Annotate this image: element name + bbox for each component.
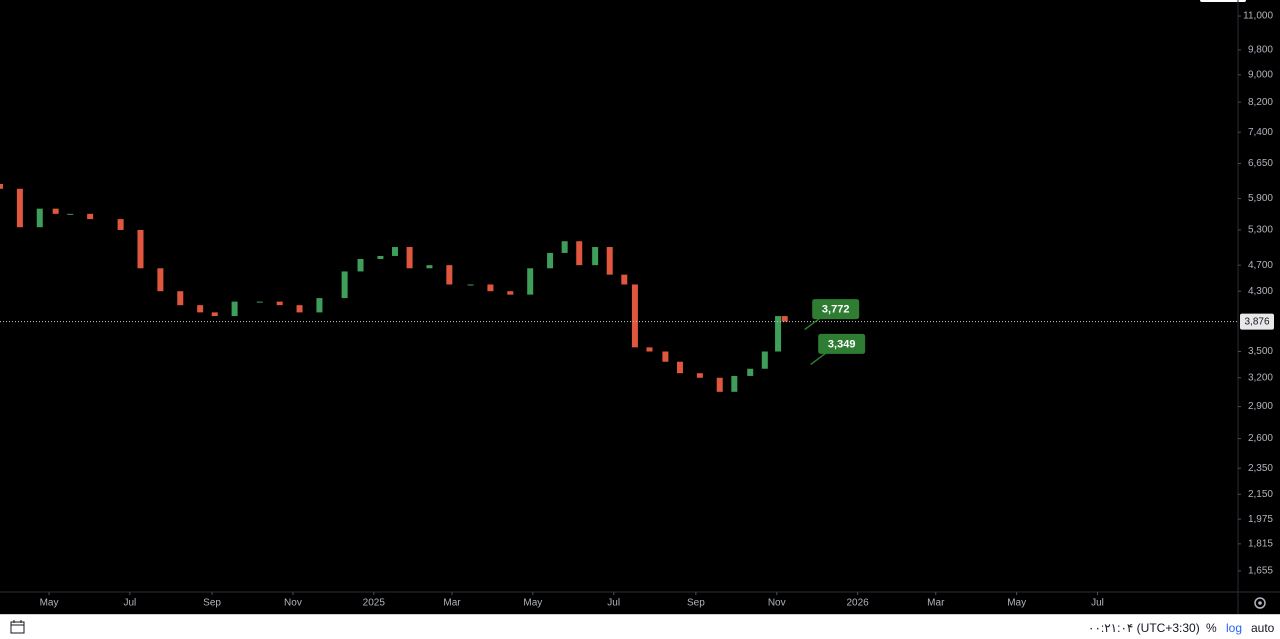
clock: ۰۰:۲۱:۰۴ (UTC+3:30) xyxy=(1088,621,1200,635)
y-tick-label: 1,815 xyxy=(1248,539,1273,550)
candle-body xyxy=(391,247,398,256)
candle-body xyxy=(621,274,628,285)
candle-body xyxy=(446,265,453,285)
candle-body xyxy=(547,252,554,269)
x-tick-label: Sep xyxy=(203,598,221,609)
y-tick-label: 8,200 xyxy=(1248,97,1273,108)
settings-icon[interactable] xyxy=(1254,597,1266,609)
date-range-icon[interactable] xyxy=(10,619,26,635)
candle-body xyxy=(631,284,638,348)
candle-body xyxy=(731,375,738,392)
x-tick-label: Nov xyxy=(768,598,786,609)
y-tick-label: 11,000 xyxy=(1243,11,1273,22)
annotation-label: 3,349 xyxy=(828,338,856,350)
candle-body xyxy=(377,255,384,259)
x-tick-label: May xyxy=(1007,598,1026,609)
candle-body xyxy=(87,213,94,220)
x-tick-label: Mar xyxy=(443,598,461,609)
x-tick-label: May xyxy=(523,598,542,609)
top-button[interactable] xyxy=(1200,0,1246,2)
y-tick-label: 5,900 xyxy=(1248,193,1273,204)
candle-body xyxy=(561,241,568,253)
x-tick-label: Jul xyxy=(123,598,136,609)
bottom-toolbar: ۰۰:۲۱:۰۴ (UTC+3:30) % log auto xyxy=(0,614,1280,639)
annotation-pointer xyxy=(804,316,822,331)
candle-body xyxy=(696,373,703,378)
x-tick-label: Nov xyxy=(284,598,302,609)
y-tick-label: 3,200 xyxy=(1248,372,1273,383)
candle-body xyxy=(137,229,144,269)
candle-body xyxy=(662,351,669,362)
annotation-badge xyxy=(818,333,866,354)
candle-body xyxy=(487,284,494,292)
candle-body xyxy=(0,184,3,189)
candle-body xyxy=(527,268,534,295)
candle-body xyxy=(646,347,653,352)
y-tick-label: 9,000 xyxy=(1248,69,1273,80)
candle-body xyxy=(231,301,238,317)
candle-body xyxy=(761,351,768,369)
candle-body xyxy=(67,213,74,215)
candle-body xyxy=(16,188,23,228)
x-tick-label: May xyxy=(40,598,59,609)
candle-body xyxy=(357,258,364,272)
y-tick-label: 4,300 xyxy=(1248,286,1273,297)
y-tick-label: 7,400 xyxy=(1248,127,1273,138)
y-tick-label: 2,350 xyxy=(1248,463,1273,474)
annotation-label: 3,772 xyxy=(822,303,850,315)
log-toggle[interactable]: log xyxy=(1226,621,1243,635)
y-tick-label: 9,800 xyxy=(1248,45,1273,56)
candle-body xyxy=(36,208,43,228)
x-tick-label: Mar xyxy=(927,598,945,609)
candle-body xyxy=(676,361,683,374)
candle-body xyxy=(341,271,348,299)
last-price-badge xyxy=(1240,313,1274,330)
candle-body xyxy=(256,301,263,303)
x-tick-label: 2025 xyxy=(363,598,386,609)
x-tick-label: Sep xyxy=(687,598,705,609)
candle-body xyxy=(177,291,184,306)
candle-body xyxy=(157,268,164,292)
auto-toggle[interactable]: auto xyxy=(1251,621,1275,635)
candle-body xyxy=(775,316,782,352)
y-tick-label: 5,300 xyxy=(1248,225,1273,236)
annotation-badge xyxy=(812,299,860,320)
y-tick-label: 3,500 xyxy=(1248,346,1273,357)
y-tick-label: 1,975 xyxy=(1248,514,1273,525)
x-tick-label: Jul xyxy=(607,598,620,609)
candle-body xyxy=(426,265,433,269)
y-tick-label: 1,655 xyxy=(1248,566,1273,577)
y-tick-label: 4,700 xyxy=(1248,260,1273,271)
candle-body xyxy=(592,247,599,266)
candle-body xyxy=(316,298,323,313)
candle-body xyxy=(507,291,514,295)
candle-body xyxy=(576,241,583,266)
y-tick-label: 2,150 xyxy=(1248,489,1273,500)
x-tick-label: 2026 xyxy=(846,598,869,609)
candle-body xyxy=(117,219,124,230)
y-tick-label: 2,600 xyxy=(1248,433,1273,444)
chart: 11,000 9,800 9,000 8,200 7,400 6,650 5,900 5,30… xyxy=(0,0,1280,614)
candle-body xyxy=(467,284,474,286)
percent-toggle[interactable]: % xyxy=(1206,621,1217,635)
last-price-label: 3,876 xyxy=(1244,316,1269,327)
y-tick-label: 2,900 xyxy=(1248,401,1273,412)
candle-body xyxy=(606,247,613,275)
candle-body xyxy=(716,377,723,392)
candle-body xyxy=(276,301,283,306)
candle-body xyxy=(52,208,59,214)
candle-body xyxy=(747,368,754,376)
candle-body xyxy=(296,305,303,313)
candle-body xyxy=(197,305,204,313)
x-tick-label: Jul xyxy=(1091,598,1104,609)
annotation-pointer xyxy=(810,351,828,366)
candle-body xyxy=(211,312,218,317)
y-tick-label: 6,650 xyxy=(1248,158,1273,169)
candle-body xyxy=(406,247,413,269)
candle-body xyxy=(781,316,788,322)
